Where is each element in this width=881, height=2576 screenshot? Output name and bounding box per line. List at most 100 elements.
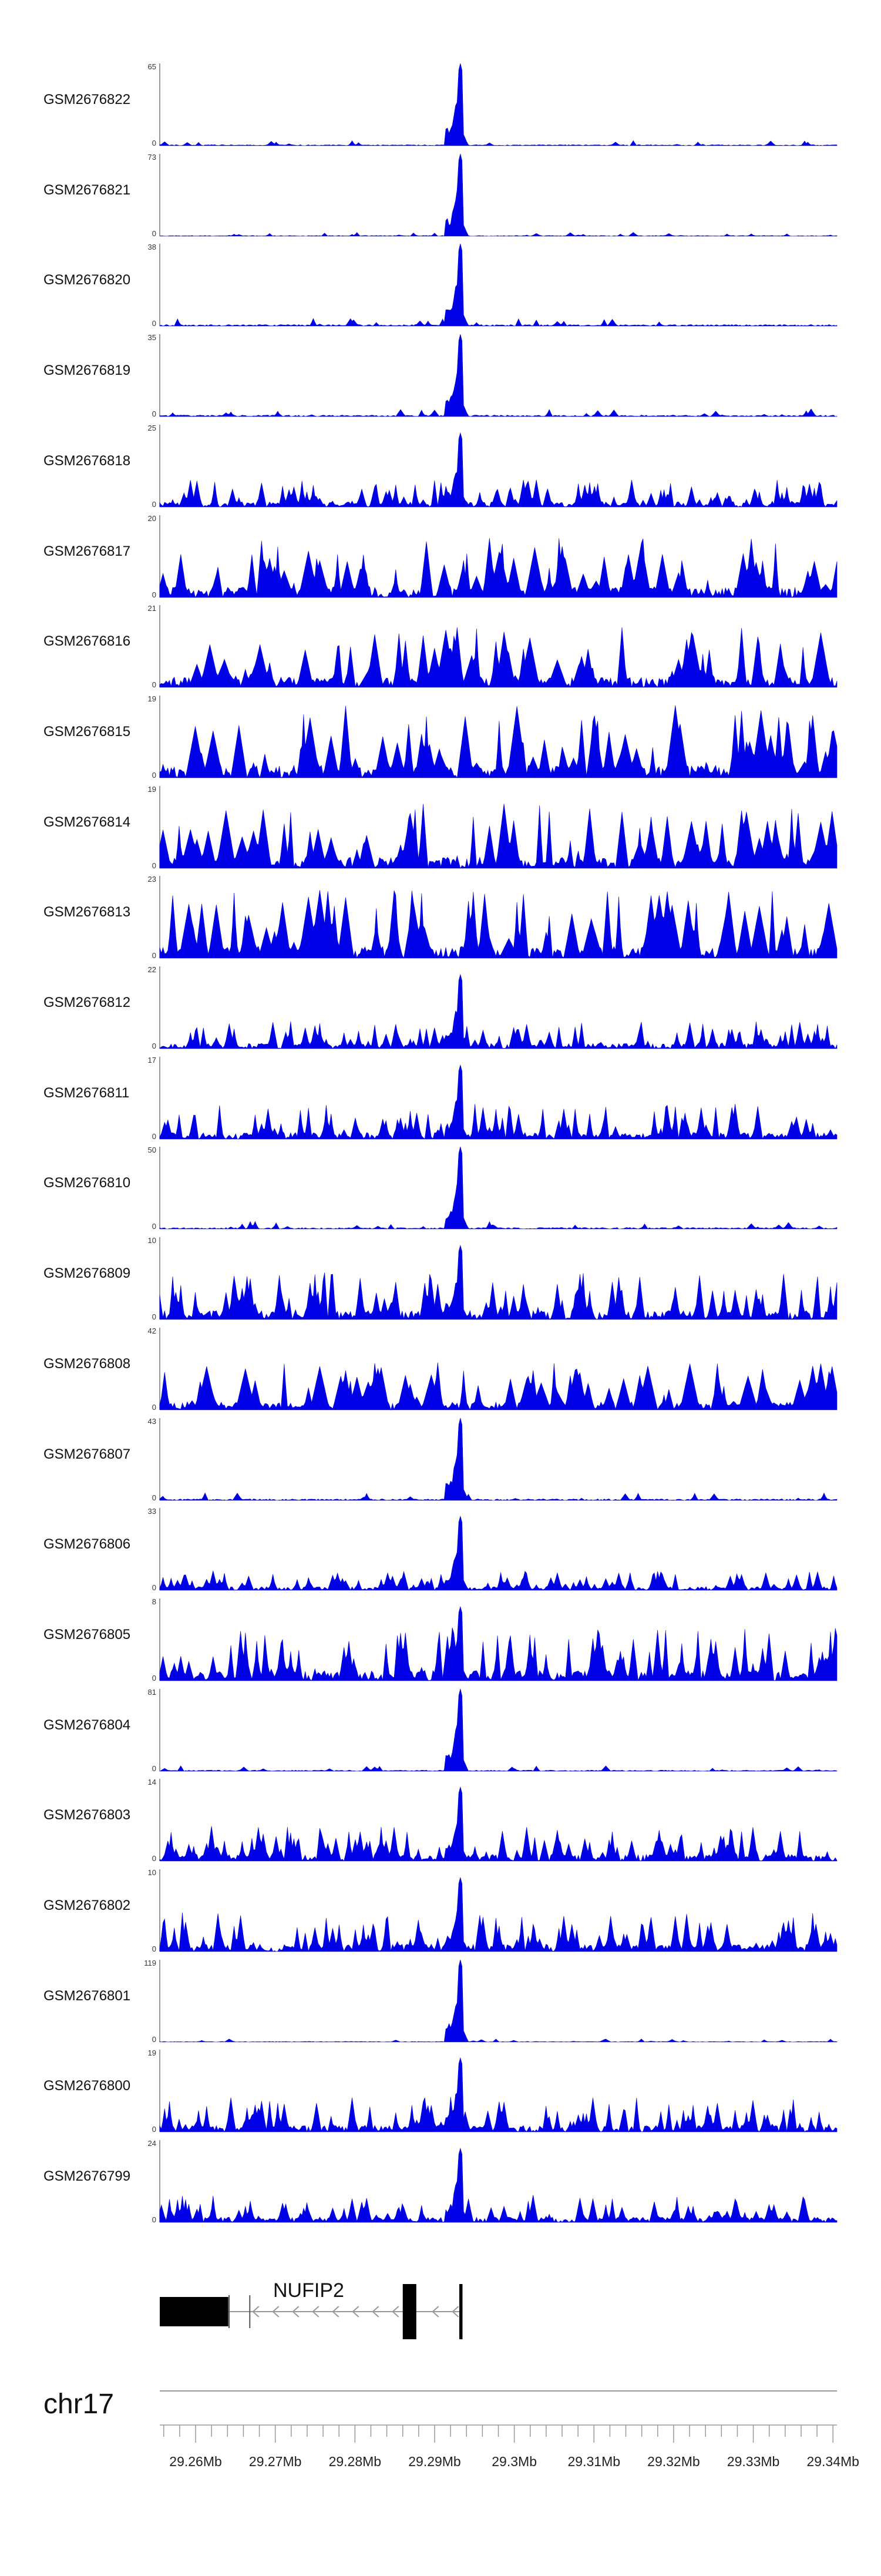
coverage-track: GSM2676806 33 0 (0, 1503, 881, 1594)
x-tick-label: 29.27Mb (249, 2454, 302, 2469)
x-tick-label: 29.31Mb (568, 2454, 621, 2469)
track-plot: 10 0 (148, 1236, 838, 1321)
track-plot: 119 0 (144, 1959, 838, 2044)
coverage-area (159, 538, 838, 598)
coverage-area (159, 627, 838, 688)
coverage-track: GSM2676802 10 0 (0, 1865, 881, 1955)
coverage-area (159, 1244, 838, 1320)
coverage-area (159, 973, 838, 1049)
track-label: GSM2676801 (43, 1987, 131, 2004)
track-label: GSM2676799 (43, 2168, 131, 2185)
coverage-area (159, 1418, 838, 1500)
coverage-track: GSM2676814 19 0 (0, 781, 881, 872)
y-max-label: 25 (148, 424, 156, 432)
track-label: GSM2676802 (43, 1897, 131, 1913)
y-min-label: 0 (152, 229, 156, 238)
y-min-label: 0 (152, 1583, 156, 1592)
y-max-label: 50 (148, 1146, 156, 1154)
track-plot: 19 0 (148, 694, 838, 780)
y-max-label: 22 (148, 965, 156, 974)
track-label: GSM2676808 (43, 1355, 131, 1372)
y-min-label: 0 (152, 771, 156, 780)
track-label: GSM2676803 (43, 1807, 131, 1823)
track-label: GSM2676810 (43, 1175, 131, 1191)
track-plot: 43 0 (148, 1417, 838, 1502)
track-plot: 50 0 (148, 1146, 838, 1231)
track-plot: 19 0 (148, 2048, 838, 2134)
track-plot: 80 (152, 1597, 838, 1682)
y-min-label: 0 (152, 1403, 156, 1412)
coverage-track: GSM2676813 23 0 (0, 871, 881, 962)
track-label: GSM2676805 (43, 1626, 131, 1643)
coverage-track: GSM2676811 17 0 (0, 1052, 881, 1143)
coverage-area (159, 334, 838, 417)
track-plot: 42 0 (148, 1326, 838, 1412)
track-plot: 38 0 (148, 243, 838, 328)
track-plot: 17 0 (148, 1056, 838, 1141)
track-label: GSM2676809 (43, 1265, 131, 1282)
y-max-label: 10 (148, 1236, 156, 1245)
track-plot: 23 0 (148, 875, 838, 960)
track-plot: 73 0 (148, 153, 838, 238)
y-min-label: 0 (152, 139, 156, 147)
genome-axis-svg: 29.26Mb 29.27Mb 29.28Mb 29.29Mb 29.3Mb 29.31M… (160, 2390, 859, 2469)
coverage-track: GSM2676810 50 0 (0, 1142, 881, 1232)
coverage-tracks: GSM2676822 65 0 GSM2676821 73 0 GSM2676820 38 0 G… (0, 59, 881, 2224)
strand-arrow (432, 2306, 439, 2318)
strand-arrow (392, 2306, 399, 2318)
coverage-area (159, 1606, 838, 1681)
y-min-label: 0 (152, 2035, 156, 2044)
coverage-area (159, 1959, 838, 2043)
coverage-track: GSM2676804 81 0 (0, 1684, 881, 1775)
y-max-label: 19 (148, 694, 156, 703)
coverage-area (159, 63, 838, 146)
track-label: GSM2676817 (43, 543, 131, 559)
track-plot: 22 0 (148, 965, 838, 1050)
coverage-area (159, 432, 838, 508)
y-min-label: 0 (152, 500, 156, 509)
y-min-label: 0 (152, 861, 156, 870)
coverage-area (159, 705, 838, 778)
y-max-label: 35 (148, 333, 156, 342)
y-max-label: 23 (148, 875, 156, 884)
y-min-label: 0 (152, 2125, 156, 2134)
gene-annotation-track (0, 2244, 881, 2362)
coverage-track: GSM2676815 19 0 (0, 691, 881, 781)
coverage-track: GSM2676820 38 0 (0, 239, 881, 330)
y-max-label: 24 (148, 2139, 156, 2148)
coverage-track: GSM2676800 19 0 (0, 2045, 881, 2135)
strand-arrow (332, 2306, 339, 2318)
track-label: GSM2676821 (43, 182, 131, 198)
coverage-area (159, 2147, 838, 2223)
gene-name-label: NUFIP2 (273, 2279, 344, 2302)
gene-exon (402, 2284, 416, 2339)
coverage-area (159, 803, 838, 869)
y-min-label: 0 (152, 1132, 156, 1141)
y-min-label: 0 (152, 1493, 156, 1502)
track-label: GSM2676818 (43, 452, 131, 469)
coverage-track: GSM2676801 119 0 (0, 1955, 881, 2046)
y-min-label: 0 (152, 1764, 156, 1773)
strand-arrow (372, 2306, 379, 2318)
y-max-label: 8 (152, 1597, 156, 1606)
coverage-area (159, 1064, 838, 1140)
y-min-label: 0 (152, 409, 156, 418)
track-plot: 10 0 (148, 1868, 838, 1953)
x-tick-label: 29.3Mb (492, 2454, 537, 2469)
y-min-label: 0 (152, 1042, 156, 1050)
y-max-label: 19 (148, 785, 156, 794)
y-min-label: 0 (152, 2215, 156, 2224)
y-max-label: 65 (148, 62, 156, 71)
coverage-area (159, 2057, 838, 2133)
coverage-track: GSM2676822 65 0 (0, 59, 881, 149)
y-min-label: 0 (152, 1854, 156, 1863)
track-plot: 19 0 (148, 785, 838, 870)
track-label: GSM2676811 (43, 1084, 130, 1101)
coverage-area (159, 1786, 838, 1862)
coverage-track: GSM2676809 10 0 (0, 1232, 881, 1323)
coverage-area (159, 1876, 838, 1952)
strand-arrow (252, 2306, 260, 2318)
x-tick-label: 29.32Mb (647, 2454, 700, 2469)
track-label: GSM2676816 (43, 633, 131, 650)
gene-model (160, 2284, 463, 2339)
